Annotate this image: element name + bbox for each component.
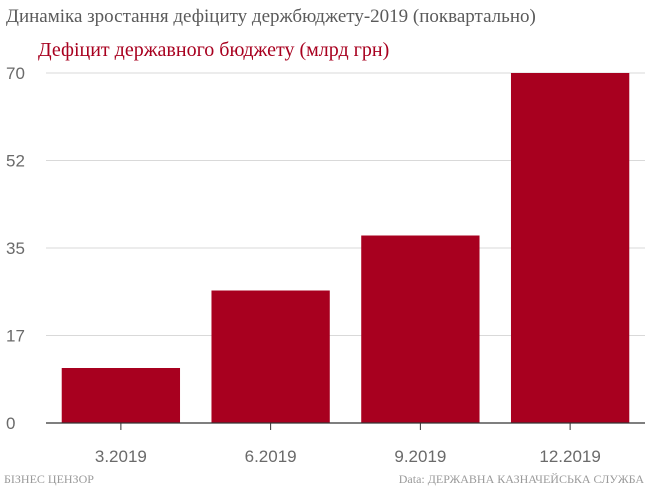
bar-9.2019: [361, 235, 480, 423]
footer-source-left: БІЗНЕС ЦЕНЗОР: [4, 472, 94, 486]
y-tick-label: 0: [6, 414, 15, 433]
y-tick-label: 35: [6, 239, 25, 258]
x-tick-label: 6.2019: [245, 447, 297, 466]
bar-6.2019: [211, 290, 330, 423]
y-tick-label: 17: [6, 327, 25, 346]
bar-3.2019: [61, 368, 181, 423]
bars: [61, 73, 630, 423]
x-axis: 3.2019 6.2019 9.2019 12.2019: [46, 422, 645, 466]
y-tick-labels: 0 17 35 52 70: [6, 64, 25, 433]
chart-title: Динаміка зростання дефіциту держбюджету-…: [6, 6, 536, 27]
x-tick-label: 12.2019: [539, 447, 600, 466]
y-tick-label: 70: [6, 64, 25, 83]
bar-12.2019: [510, 73, 630, 423]
footer-source-right: Data: ДЕРЖАВНА КАЗНАЧЕЙСЬКА СЛУЖБА: [398, 472, 644, 486]
y-tick-label: 52: [6, 152, 25, 171]
x-tick-label: 9.2019: [394, 447, 446, 466]
series-label: Дефіцит державного бюджету (млрд грн): [38, 39, 390, 61]
x-tick-label: 3.2019: [95, 447, 147, 466]
